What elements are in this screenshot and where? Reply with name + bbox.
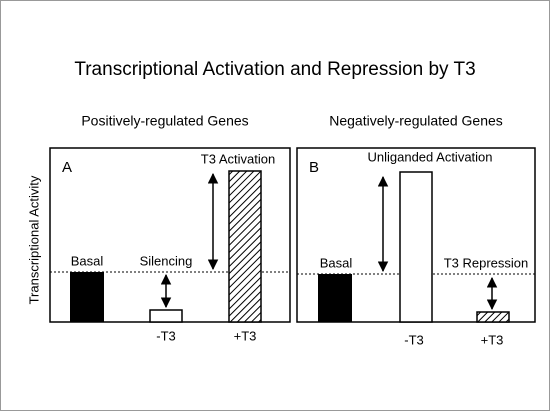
basal-label: Basal <box>320 255 353 270</box>
effect-label: T3 Repression <box>444 255 529 270</box>
x-label: +T3 <box>234 328 257 343</box>
basal-bar <box>70 272 104 322</box>
panel-letter: B <box>309 159 319 176</box>
minus-t3-bar <box>149 309 183 323</box>
basal-label: Basal <box>71 253 104 268</box>
effect-label: Unliganded Activation <box>367 149 492 164</box>
title: Transcriptional Activation and Repressio… <box>74 59 475 80</box>
plus-t3-bar <box>476 311 510 323</box>
x-label: +T3 <box>481 332 504 347</box>
effect-label: Silencing <box>140 253 193 268</box>
basal-bar <box>318 274 352 322</box>
x-label: -T3 <box>404 332 424 347</box>
minus-t3-bar <box>399 171 433 323</box>
panel-heading: Negatively-regulated Genes <box>329 113 503 129</box>
plus-t3-bar <box>228 170 262 323</box>
panel-heading: Positively-regulated Genes <box>81 113 248 129</box>
effect-label: T3 Activation <box>201 151 275 166</box>
x-label: -T3 <box>156 328 176 343</box>
y-axis-label: Transcriptional Activity <box>26 175 41 304</box>
panel-letter: A <box>62 159 72 176</box>
